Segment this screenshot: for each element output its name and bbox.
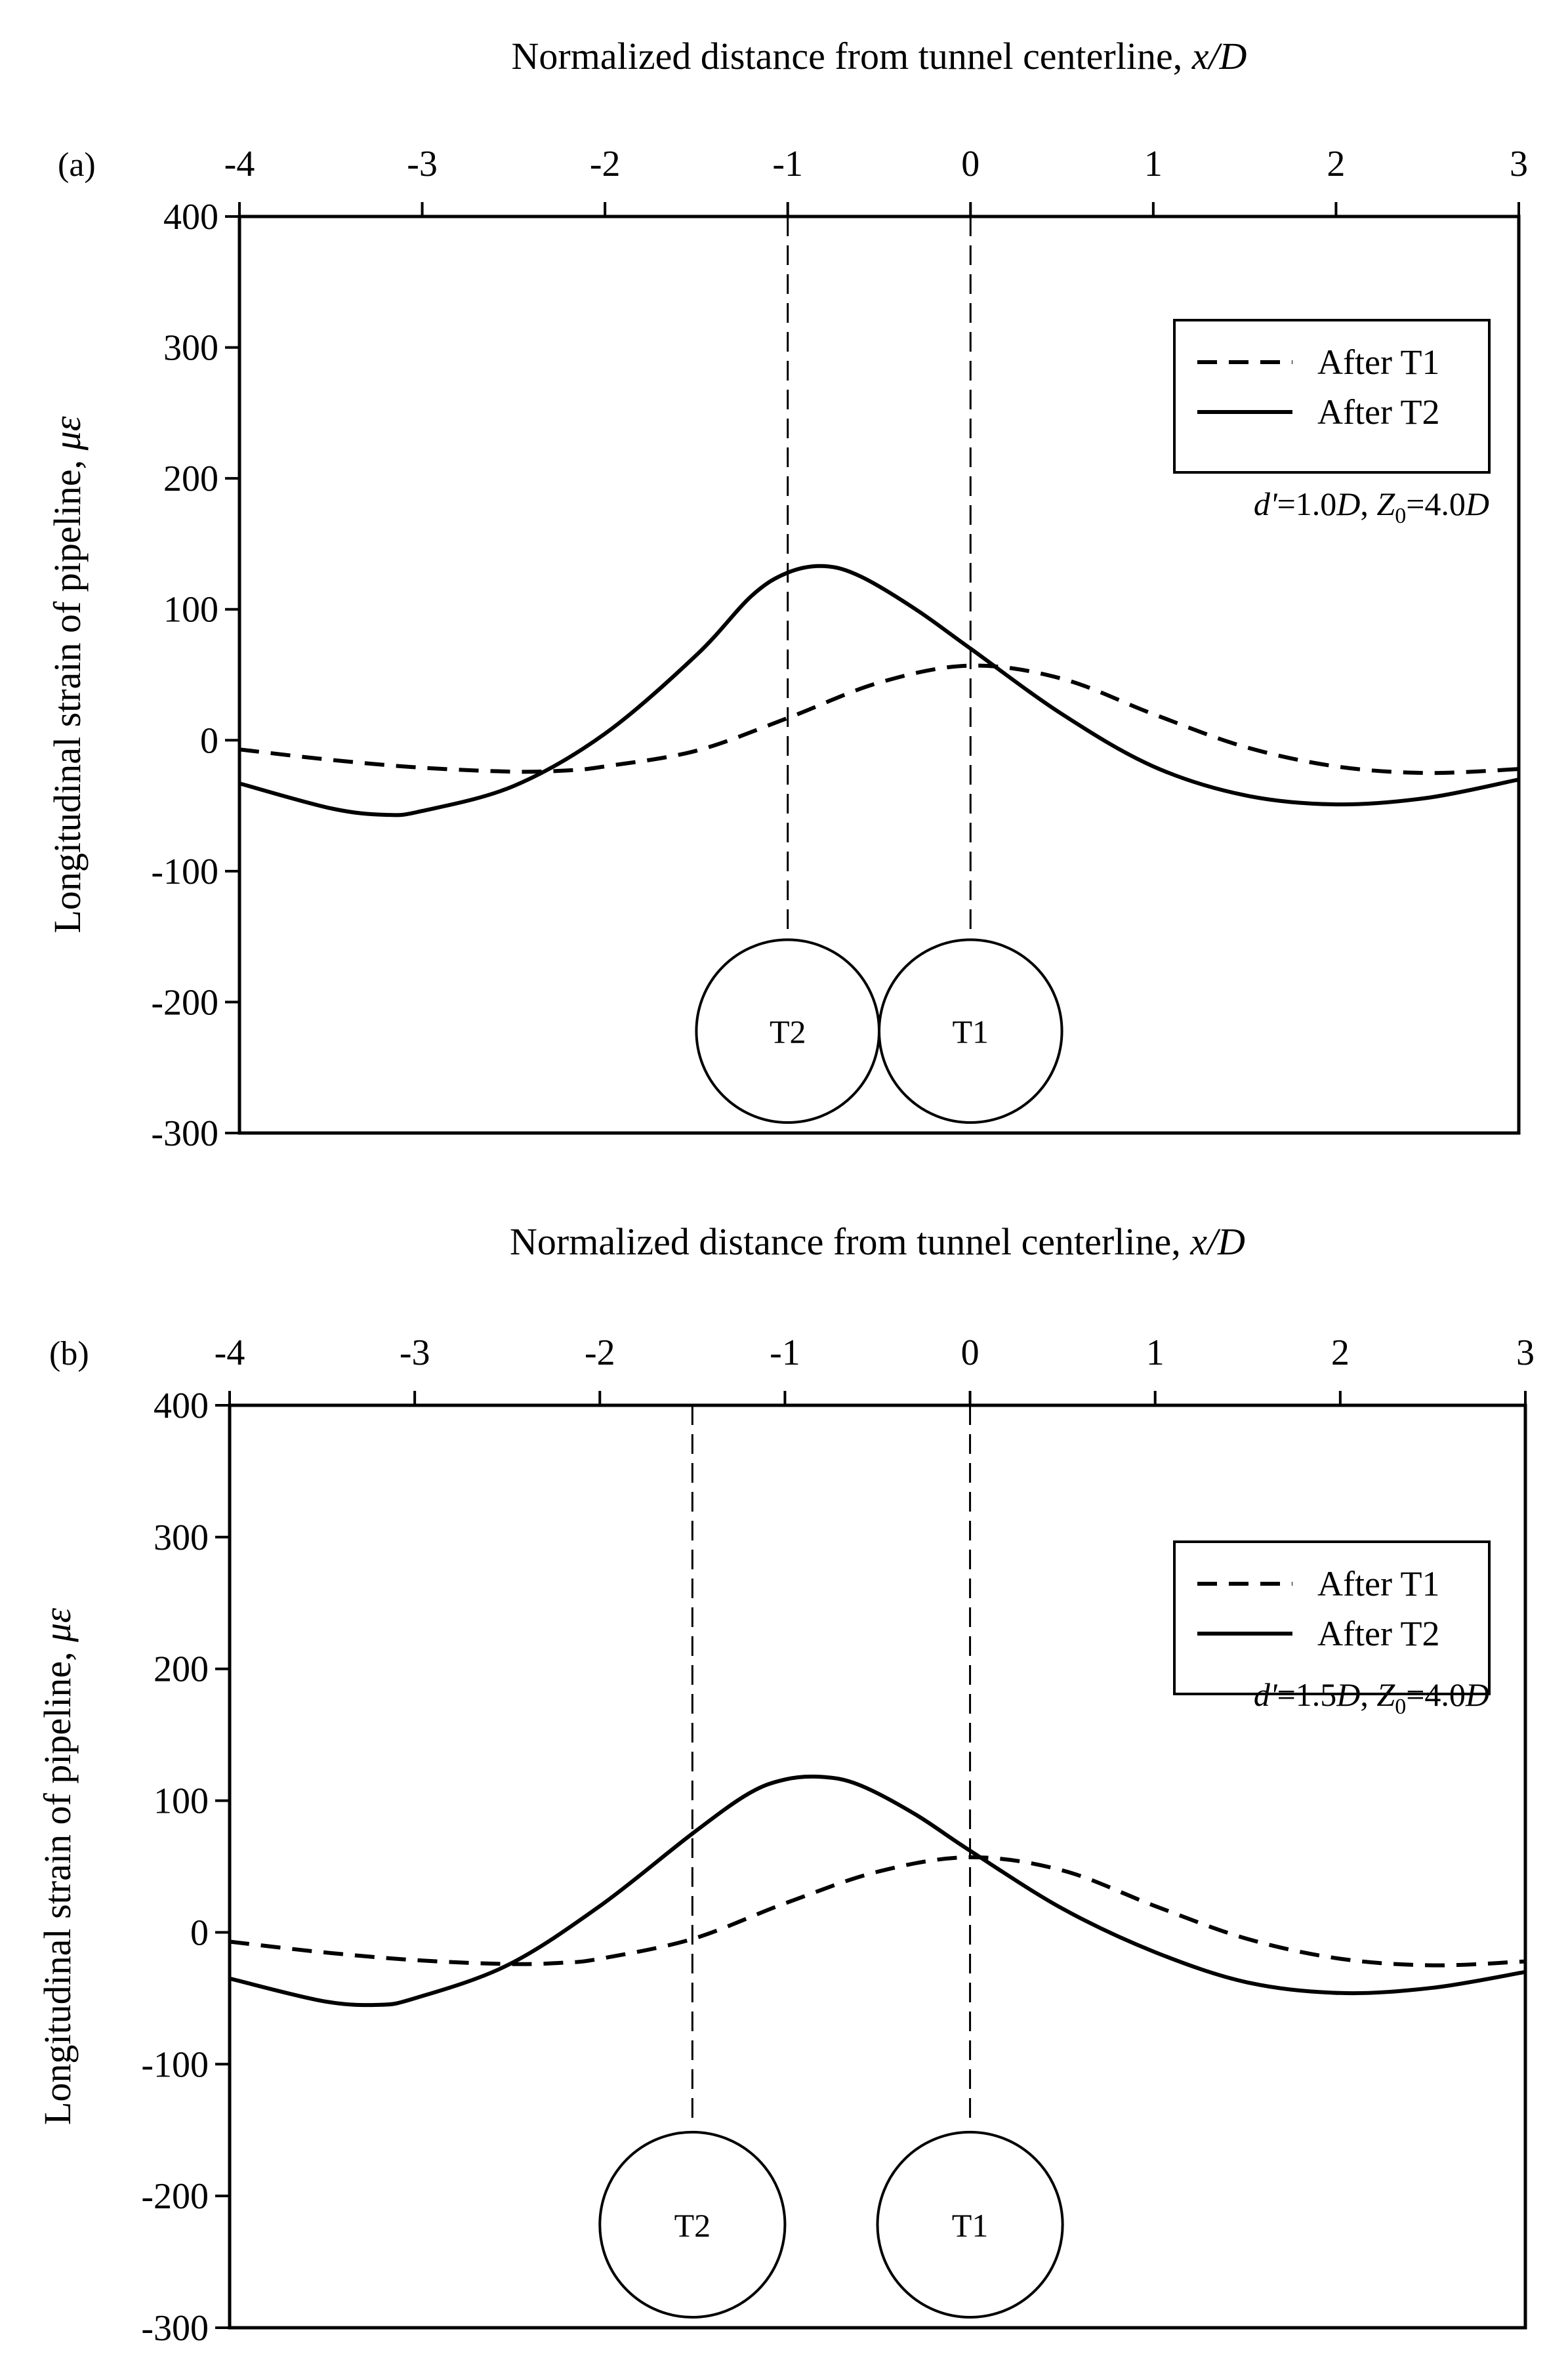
- chart-panel-a: Normalized distance from tunnel centerli…: [46, 35, 1528, 1154]
- plot-frame: [228, 1403, 1527, 2330]
- x-tick-label: -4: [224, 144, 255, 184]
- note-z-unit: D: [1465, 1676, 1489, 1713]
- x-axis-title-text: Normalized distance from tunnel centerli…: [512, 35, 1192, 77]
- legend-entry-label: After T1: [1317, 1564, 1439, 1603]
- x-tick-label: -4: [215, 1332, 245, 1373]
- x-tick-label: -2: [585, 1332, 615, 1373]
- note-z-value: =4.0: [1406, 485, 1466, 522]
- legend: After T1 After T2: [1173, 1540, 1491, 1695]
- y-tick-label: 300: [163, 328, 218, 369]
- note-d-unit: D: [1336, 1676, 1360, 1713]
- series-line-after-t2: [239, 564, 1519, 817]
- y-tick-label: 100: [163, 590, 218, 630]
- y-tick-label: 300: [154, 1517, 209, 1558]
- y-tick-label: 100: [154, 1781, 209, 1822]
- chart-panel-b: Normalized distance from tunnel centerli…: [36, 1220, 1535, 2349]
- x-tick-label: 0: [961, 1332, 980, 1373]
- y-axis-title: Longitudinal strain of pipeline, με: [46, 416, 89, 933]
- legend-entry-label: After T2: [1317, 1614, 1439, 1653]
- x-axis-title-variable: x/D: [1189, 1220, 1245, 1263]
- tunnel-t2: [598, 2130, 787, 2319]
- legend-entry-label: After T2: [1317, 392, 1439, 432]
- x-tick-label: 2: [1327, 144, 1345, 184]
- x-tick-label: -3: [400, 1332, 430, 1373]
- series-line-after-t1: [239, 663, 1519, 775]
- y-tick-label: -300: [151, 1113, 218, 1154]
- x-tick-label: 0: [961, 144, 980, 184]
- x-tick-label: 1: [1146, 1332, 1165, 1373]
- legend-entry-label: After T1: [1317, 342, 1439, 382]
- panel-label: (b): [49, 1335, 89, 1372]
- x-tick-label: 2: [1331, 1332, 1350, 1373]
- y-axis-title-text: Longitudinal strain of pipeline,: [46, 450, 89, 933]
- note-d-value: =1.5: [1277, 1676, 1337, 1713]
- x-tick-label: -1: [770, 1332, 800, 1373]
- y-tick-label: 400: [154, 1386, 209, 1426]
- plot-frame: [237, 215, 1521, 1135]
- y-tick-label: 0: [190, 1912, 209, 1953]
- note-d-value: =1.0: [1277, 485, 1337, 522]
- y-tick-label: -100: [151, 852, 218, 892]
- x-axis-title-text: Normalized distance from tunnel centerli…: [510, 1220, 1190, 1263]
- y-tick-label: 200: [154, 1649, 209, 1690]
- note-z-value: =4.0: [1406, 1676, 1466, 1713]
- y-tick-label: -100: [141, 2044, 209, 2085]
- series-line-after-t2: [229, 1774, 1526, 2008]
- note-z-subscript: 0: [1395, 504, 1406, 528]
- y-tick-label: 200: [163, 459, 218, 499]
- note-d-unit: D: [1336, 485, 1360, 522]
- note-d-symbol: d': [1254, 485, 1278, 522]
- x-tick-label: 3: [1510, 144, 1528, 184]
- tunnel-label: T1: [952, 2207, 989, 2244]
- tunnel-label: T2: [674, 2207, 711, 2244]
- x-tick-label: -2: [590, 144, 621, 184]
- y-axis-title-variable: με: [36, 1608, 79, 1643]
- series-line-after-t1: [229, 1855, 1526, 1968]
- legend-box: [1173, 319, 1491, 474]
- x-tick-label: -1: [772, 144, 803, 184]
- note-z-subscript: 0: [1395, 1695, 1406, 1719]
- x-tick-label: -3: [407, 144, 438, 184]
- note-z-unit: D: [1465, 485, 1489, 522]
- x-axis-title: Normalized distance from tunnel centerli…: [510, 1220, 1245, 1263]
- x-axis-title-variable: x/D: [1191, 35, 1247, 77]
- parameter-note: d'=1.5D, Z0=4.0D: [1254, 1676, 1489, 1719]
- y-tick-label: 0: [200, 720, 218, 761]
- legend-box: [1173, 1540, 1491, 1695]
- tunnel-t1: [876, 2130, 1064, 2319]
- legend: After T1 After T2: [1173, 319, 1491, 474]
- note-z-symbol: Z: [1376, 1676, 1395, 1713]
- parameter-note: d'=1.0D, Z0=4.0D: [1254, 485, 1489, 528]
- panel-label: (a): [58, 146, 96, 184]
- x-tick-label: 3: [1516, 1332, 1535, 1373]
- y-tick-label: 400: [163, 197, 218, 237]
- tunnel-label: T1: [953, 1014, 989, 1050]
- note-z-symbol: Z: [1376, 485, 1395, 522]
- tunnel-t1: [878, 938, 1063, 1124]
- x-axis-title: Normalized distance from tunnel centerli…: [512, 35, 1247, 77]
- x-tick-label: 1: [1144, 144, 1163, 184]
- y-tick-label: -300: [141, 2308, 209, 2349]
- y-tick-label: -200: [151, 982, 218, 1023]
- note-separator: ,: [1360, 485, 1376, 522]
- note-separator: ,: [1360, 1676, 1376, 1713]
- y-axis-title-variable: με: [46, 416, 89, 451]
- y-tick-label: -200: [141, 2176, 209, 2217]
- y-axis-title-text: Longitudinal strain of pipeline,: [36, 1642, 79, 2125]
- y-axis-title: Longitudinal strain of pipeline, με: [36, 1608, 79, 2125]
- note-d-symbol: d': [1254, 1676, 1278, 1713]
- tunnel-label: T2: [770, 1014, 806, 1050]
